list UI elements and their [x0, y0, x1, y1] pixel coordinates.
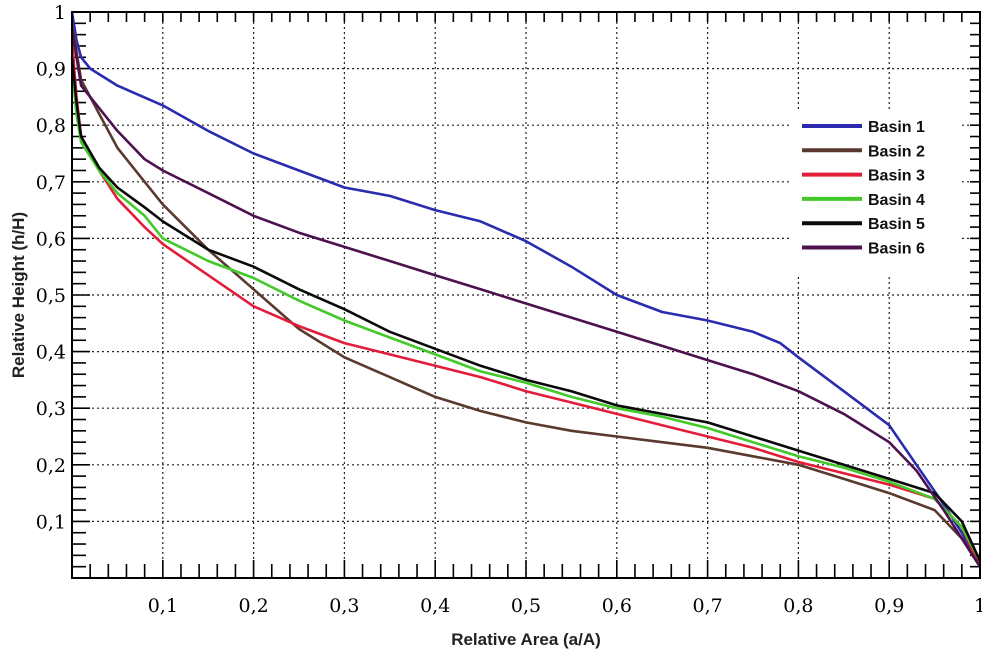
- x-tick-labels: 0,1 0,2 0,3 0,4 0,5 0,6 0,7 0,8 0,9 1: [148, 595, 982, 617]
- y-tick-label: 0,3: [36, 398, 66, 420]
- legend-label-basin-1: Basin 1: [868, 119, 925, 136]
- x-tick-label: 0,3: [329, 595, 359, 617]
- series-line-basin-6: [70, 28, 982, 568]
- x-tick-label: 0,7: [692, 595, 722, 617]
- series-line-basin-3: [70, 40, 982, 568]
- legend-label-basin-3: Basin 3: [868, 168, 925, 185]
- x-axis-title: Relative Area (a/A): [451, 630, 601, 649]
- legend-label-basin-4: Basin 4: [868, 192, 925, 209]
- y-tick-label: 0,5: [36, 285, 66, 307]
- y-tick-label: 0,8: [36, 115, 66, 137]
- x-tick-label: 1: [974, 595, 982, 617]
- legend-label-basin-6: Basin 6: [868, 241, 925, 258]
- x-tick-label: 0,8: [783, 595, 813, 617]
- legend: Basin 1 Basin 2 Basin 3 Basin 4 Basin 5 Basin…: [792, 110, 962, 274]
- series-line-basin-5: [70, 57, 982, 562]
- x-tick-label: 0,6: [602, 595, 632, 617]
- y-tick-label: 0,7: [36, 172, 66, 194]
- legend-label-basin-5: Basin 5: [868, 216, 925, 233]
- x-tick-label: 0,5: [511, 595, 541, 617]
- y-tick-labels: 0,1 0,2 0,3 0,4 0,5 0,6 0,7 0,8 0,9 1: [36, 2, 66, 533]
- y-tick-label: 0,6: [36, 228, 66, 250]
- y-tick-label: 1: [54, 2, 66, 24]
- x-tick-label: 0,2: [238, 595, 268, 617]
- series-lines: [70, 11, 982, 568]
- x-tick-label: 0,9: [874, 595, 904, 617]
- y-tick-label: 0,2: [36, 455, 66, 477]
- grid-lines: [72, 12, 980, 578]
- y-tick-label: 0,4: [36, 342, 66, 364]
- frame-ticks: [72, 12, 980, 578]
- y-tick-label: 0,9: [36, 59, 66, 81]
- x-tick-label: 0,1: [148, 595, 178, 617]
- series-line-basin-2: [70, 23, 982, 568]
- y-tick-label: 0,1: [36, 511, 66, 533]
- x-tick-label: 0,4: [420, 595, 450, 617]
- series-line-basin-1: [70, 11, 982, 568]
- y-axis-title: Relative Height (h/H): [9, 212, 28, 378]
- series-line-basin-4: [70, 68, 982, 562]
- legend-label-basin-2: Basin 2: [868, 143, 925, 160]
- plot-frame: [71, 11, 981, 579]
